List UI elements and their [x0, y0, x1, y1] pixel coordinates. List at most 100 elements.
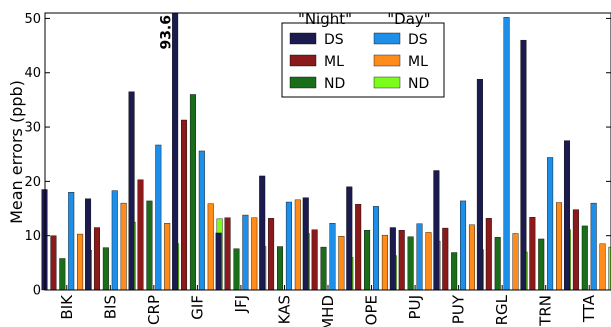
bar-jfj-night-nd	[233, 248, 240, 291]
y-tick-label: 50	[24, 12, 41, 27]
bars-group	[41, 12, 611, 291]
x-tick-label-jfj: JFJ	[232, 295, 250, 313]
bar-rgl-day-ds	[503, 17, 510, 291]
bar-bik-night-ml	[50, 235, 57, 291]
bar-mhd-night-ds	[302, 197, 309, 291]
legend-entry-label: ML	[324, 54, 344, 70]
bar-puj-night-ds	[389, 227, 396, 291]
x-tick-label-bik: BIK	[58, 294, 76, 320]
bar-trn-night-nd	[538, 238, 545, 291]
x-tick-label-puy: PUY	[450, 294, 468, 324]
bar-tta-night-ml	[572, 209, 579, 291]
legend-group-title: "Night"	[298, 10, 352, 28]
bar-tta-day-ds	[590, 202, 597, 291]
bar-trn-day-ml	[556, 202, 563, 291]
x-tick-label-mhd: MHD	[319, 295, 337, 327]
bar-puj-day-ds	[416, 223, 423, 291]
bar-crp-day-ds	[155, 144, 162, 291]
bar-puy-day-ds	[460, 200, 467, 291]
bar-jfj-night-ml	[224, 217, 231, 291]
bar-trn-night-ml	[529, 217, 536, 291]
x-tick-label-kas: KAS	[276, 295, 294, 324]
bar-gif-day-ml	[207, 203, 214, 291]
bar-bik-night-nd	[59, 258, 66, 291]
legend-entry-label: ND	[324, 76, 345, 92]
bar-puy-night-ml	[442, 227, 449, 291]
bar-mhd-night-ml	[311, 229, 318, 291]
x-tick-label-crp: CRP	[145, 295, 163, 325]
bar-rgl-night-nd	[494, 237, 501, 291]
bar-mhd-day-ds	[329, 222, 336, 291]
bar-gif-night-nd	[189, 94, 196, 291]
legend-swatch	[289, 76, 317, 89]
bar-bis-day-ds	[111, 190, 118, 291]
bar-ope-night-nd	[364, 230, 371, 291]
bar-bis-night-ds	[85, 198, 92, 291]
x-tick-label-rgl: RGL	[493, 294, 511, 325]
value-annotation: 93.6	[158, 15, 174, 50]
bar-puj-night-ml	[398, 230, 405, 291]
bar-crp-night-ml	[137, 179, 144, 291]
bar-jfj-day-ds	[242, 214, 249, 291]
bar-crp-day-ml	[164, 222, 171, 291]
bar-kas-night-ds	[259, 175, 266, 291]
bar-rgl-day-ml	[512, 233, 519, 291]
bar-kas-day-ml	[294, 199, 301, 291]
bar-rgl-night-ml	[485, 218, 492, 291]
bar-bik-day-ml	[77, 233, 84, 291]
y-axis-label: Mean errors (ppb)	[7, 80, 26, 224]
bar-ope-night-ml	[355, 203, 362, 291]
bar-tta-day-nd	[608, 246, 611, 291]
bar-puy-day-ml	[468, 224, 475, 291]
legend-entry-label: DS	[408, 32, 428, 48]
bar-kas-night-nd	[277, 246, 284, 291]
bar-ope-night-ds	[346, 186, 353, 291]
y-tick-label: 40	[24, 66, 41, 81]
legend: "Night" "Day" DS ML ND DS ML ND	[281, 10, 445, 98]
bar-gif-night-ds	[172, 12, 179, 291]
bar-ope-day-ml	[381, 234, 388, 291]
legend-entry-label: DS	[324, 32, 344, 48]
bar-trn-day-ds	[547, 157, 554, 291]
x-tick-label-trn: TRN	[537, 295, 555, 327]
bar-tta-night-nd	[581, 225, 588, 291]
y-tick-label: 20	[24, 175, 41, 190]
legend-group-title: "Day"	[387, 10, 430, 28]
bar-bik-day-ds	[68, 192, 75, 291]
y-tick-label: 0	[33, 284, 41, 299]
bar-crp-night-nd	[146, 200, 153, 291]
y-tick-label: 10	[24, 229, 41, 244]
bar-jfj-night-ds	[215, 232, 222, 291]
legend-swatch	[289, 32, 317, 45]
x-tick-label-puj: PUJ	[406, 295, 424, 319]
legend-swatch	[373, 54, 401, 67]
y-tick-label: 30	[24, 121, 41, 136]
bar-rgl-night-ds	[476, 79, 483, 291]
bar-puy-night-nd	[451, 252, 458, 291]
legend-entry-label: ML	[408, 54, 428, 70]
x-tick-label-tta: TTA	[580, 294, 598, 323]
bar-tta-day-ml	[599, 243, 606, 291]
bar-puj-night-nd	[407, 236, 414, 291]
bar-bis-night-nd	[102, 247, 109, 291]
bar-bis-night-ml	[93, 227, 100, 291]
legend-swatch	[289, 54, 317, 67]
x-tick-label-gif: GIF	[188, 295, 206, 320]
bar-gif-day-ds	[198, 150, 205, 291]
legend-swatch	[373, 76, 401, 89]
annotations-group: 93.6	[158, 15, 174, 50]
bar-jfj-day-ml	[251, 217, 258, 291]
bar-kas-day-ds	[285, 201, 292, 291]
bar-gif-night-ml	[181, 119, 188, 291]
bar-mhd-night-nd	[320, 246, 327, 291]
bar-puy-night-ds	[433, 170, 440, 291]
legend-entry-label: ND	[408, 76, 429, 92]
x-tick-label-ope: OPE	[363, 295, 381, 325]
bar-crp-night-ds	[128, 91, 135, 291]
bar-kas-night-ml	[268, 218, 275, 291]
bar-bis-day-ml	[120, 202, 127, 291]
bar-tta-night-ds	[563, 140, 570, 291]
bar-trn-night-ds	[520, 39, 527, 291]
legend-swatch	[373, 32, 401, 45]
